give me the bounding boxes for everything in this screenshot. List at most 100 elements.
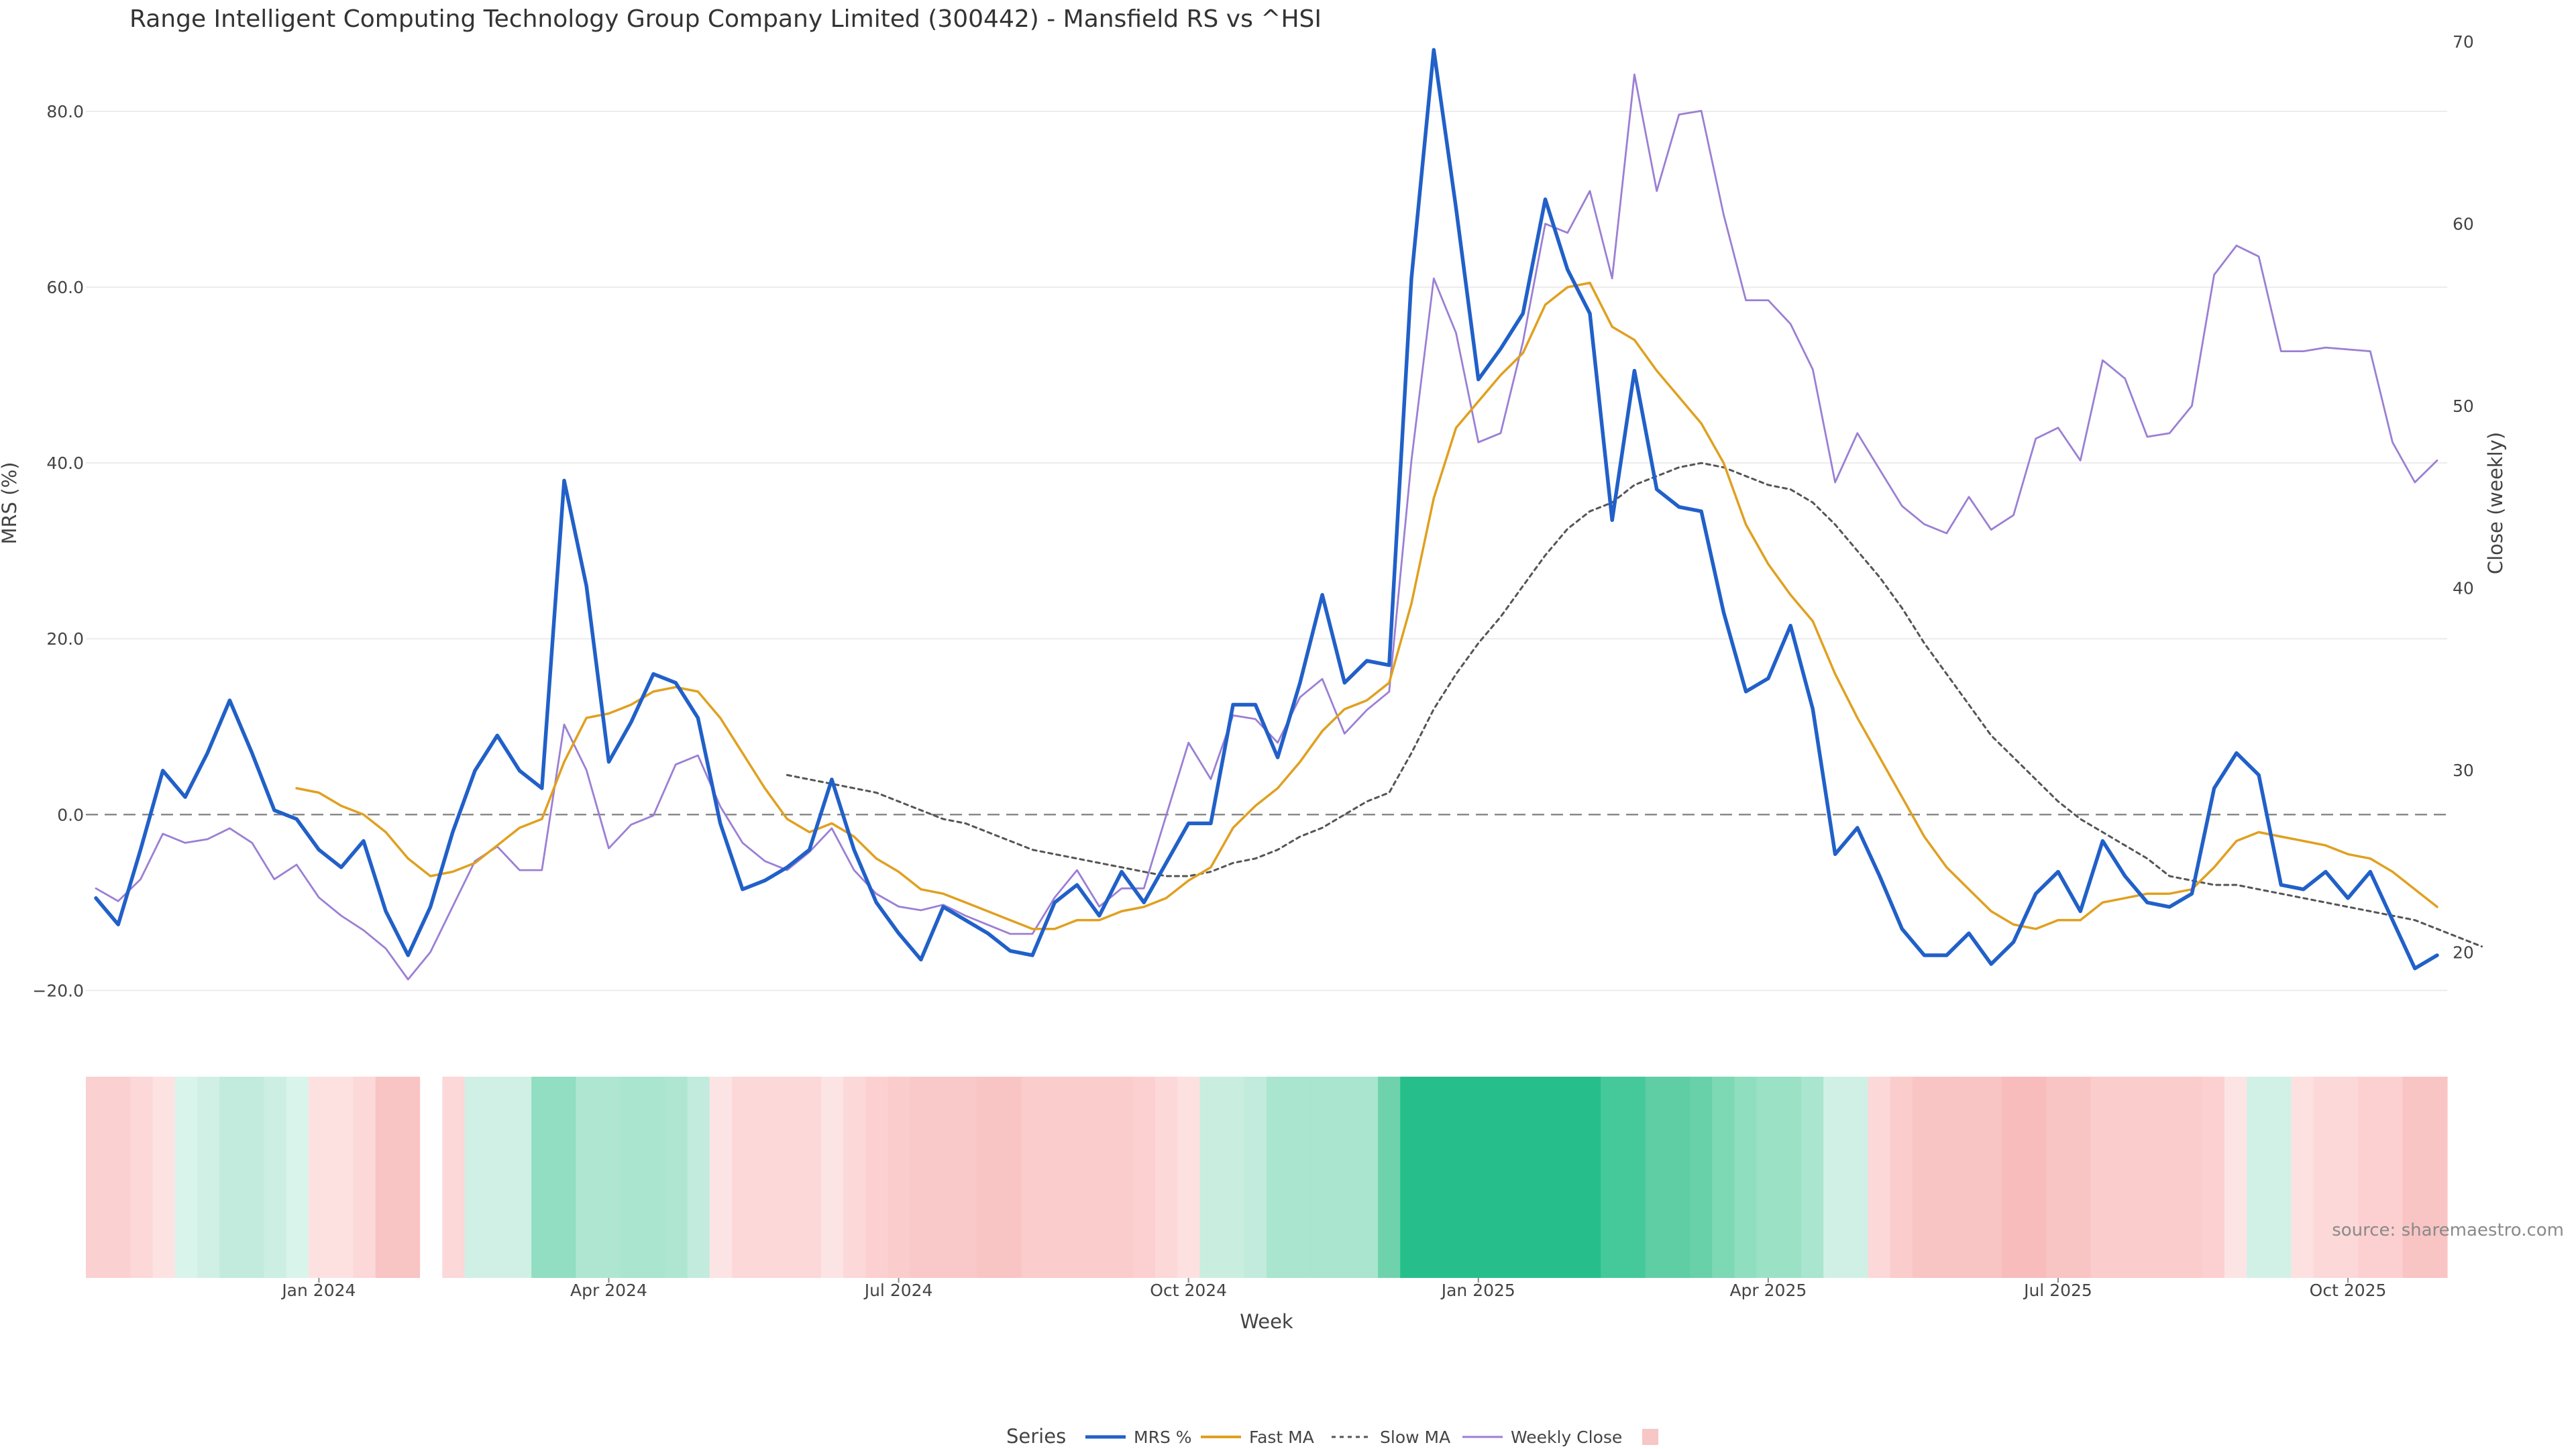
- heatmap-cell: [1601, 1077, 1623, 1278]
- heatmap-cell: [1311, 1077, 1334, 1278]
- legend-label: Fast MA: [1249, 1428, 1314, 1447]
- heatmap-cell: [776, 1077, 800, 1278]
- heatmap-cell: [2157, 1077, 2181, 1278]
- heatmap-cell: [553, 1077, 577, 1278]
- heatmap-cell: [2402, 1077, 2426, 1278]
- heatmap-cell: [1199, 1077, 1223, 1278]
- heatmap-cell: [2001, 1077, 2025, 1278]
- heatmap-cell: [1177, 1077, 1200, 1278]
- heatmap-cell: [2380, 1077, 2404, 1278]
- heatmap-cell: [2269, 1077, 2292, 1278]
- heatmap-cell: [152, 1077, 176, 1278]
- series-line-slow-ma: [786, 462, 2483, 948]
- heatmap-cell: [1578, 1077, 1601, 1278]
- heatmap-cell: [219, 1077, 243, 1278]
- heatmap-cell: [1556, 1077, 1579, 1278]
- heatmap-cell: [2068, 1077, 2092, 1278]
- heatmap-cell: [108, 1077, 131, 1278]
- y2-tick-label: 50: [2453, 396, 2474, 416]
- heatmap-cell: [1222, 1077, 1245, 1278]
- heatmap-cell: [264, 1077, 287, 1278]
- relative-strength-heatmap: [86, 1077, 2448, 1278]
- heatmap-cell: [643, 1077, 665, 1278]
- y2-axis-ticks: 70 60 50 40 30 20: [2453, 32, 2474, 962]
- legend-title: Series: [1006, 1425, 1066, 1448]
- heatmap-cell: [1756, 1077, 1780, 1278]
- heatmap-cell: [2202, 1077, 2225, 1278]
- heatmap-cell: [598, 1077, 621, 1278]
- y2-tick-label: 70: [2453, 32, 2474, 52]
- source-note: source: sharemaestro.com: [2332, 1220, 2564, 1240]
- x-axis-title: Week: [1240, 1310, 1293, 1333]
- heatmap-cell: [1511, 1077, 1535, 1278]
- y2-tick-label: 40: [2453, 578, 2474, 598]
- x-tick-label: Jan 2025: [1440, 1281, 1515, 1300]
- heatmap-cell: [375, 1077, 398, 1278]
- heatmap-cell: [1066, 1077, 1089, 1278]
- y2-axis-title: Close (weekly): [2484, 432, 2507, 574]
- x-tick-label: Jul 2024: [863, 1281, 933, 1300]
- heatmap-cell: [1355, 1077, 1379, 1278]
- heatmap-cell: [1734, 1077, 1758, 1278]
- heatmap-cell: [1088, 1077, 1112, 1278]
- heatmap-cell: [1778, 1077, 1802, 1278]
- heatmap-cell: [1400, 1077, 1424, 1278]
- x-tick-label: Jul 2025: [2023, 1281, 2092, 1300]
- heatmap-cell: [2247, 1077, 2269, 1278]
- x-axis-ticks: Jan 2024 Apr 2024 Jul 2024 Oct 2024 Jan 2025…: [280, 1278, 2386, 1300]
- heatmap-cell: [1489, 1077, 1512, 1278]
- heatmap-cell: [865, 1077, 889, 1278]
- heatmap-cell: [130, 1077, 154, 1278]
- y-axis-ticks: 80.0 60.0 40.0 20.0 0.0 −20.0: [32, 102, 84, 1000]
- heatmap-cell: [2291, 1077, 2314, 1278]
- heatmap-cell: [665, 1077, 688, 1278]
- heatmap-cell: [932, 1077, 955, 1278]
- heatmap-cell: [1132, 1077, 1156, 1278]
- heatmap-cell: [977, 1077, 1000, 1278]
- heatmap-cell: [1333, 1077, 1356, 1278]
- y-tick-label: 40.0: [46, 453, 84, 473]
- heatmap-cell: [1890, 1077, 1913, 1278]
- heatmap-cell: [2112, 1077, 2136, 1278]
- y-tick-label: 60.0: [46, 278, 84, 297]
- heatmap-cell: [241, 1077, 265, 1278]
- chart-title: Range Intelligent Computing Technology G…: [129, 5, 1322, 33]
- x-tick-label: Jan 2024: [280, 1281, 356, 1300]
- heatmap-cell: [508, 1077, 532, 1278]
- heatmap-cell: [1845, 1077, 1869, 1278]
- heatmap-cell: [1378, 1077, 1401, 1278]
- heatmap-cell: [442, 1077, 466, 1278]
- heatmap-cell: [1823, 1077, 1846, 1278]
- heatmap-cell: [1534, 1077, 1557, 1278]
- heatmap-cell: [531, 1077, 554, 1278]
- series-line-fast-ma: [295, 281, 2438, 930]
- y2-tick-label: 60: [2453, 215, 2474, 234]
- series-layer: [94, 48, 2483, 981]
- heatmap-cell: [620, 1077, 643, 1278]
- heatmap-cell: [1913, 1077, 1935, 1278]
- heatmap-cell: [1645, 1077, 1668, 1278]
- heatmap-cell: [1244, 1077, 1267, 1278]
- y-tick-label: 80.0: [46, 102, 84, 121]
- legend: Series MRS % Fast MA Slow MA Weekly Close: [1006, 1425, 1658, 1448]
- heatmap-cell: [888, 1077, 911, 1278]
- heatmap-cell: [486, 1077, 510, 1278]
- heatmap-cell: [1110, 1077, 1134, 1278]
- y2-tick-label: 30: [2453, 761, 2474, 780]
- heatmap-cell: [2046, 1077, 2070, 1278]
- legend-swatch-heatmap: [1642, 1429, 1658, 1445]
- heatmap-cell: [2224, 1077, 2247, 1278]
- heatmap-cell: [309, 1077, 331, 1278]
- heatmap-cell: [331, 1077, 354, 1278]
- heatmap-cell: [2090, 1077, 2114, 1278]
- heatmap-cell: [2180, 1077, 2203, 1278]
- heatmap-cell: [1267, 1077, 1289, 1278]
- heatmap-cell: [1957, 1077, 1980, 1278]
- heatmap-cell: [955, 1077, 977, 1278]
- legend-label: MRS %: [1134, 1428, 1192, 1447]
- heatmap-cell: [1801, 1077, 1824, 1278]
- x-tick-label: Apr 2025: [1729, 1281, 1807, 1300]
- legend-label: Weekly Close: [1511, 1428, 1622, 1447]
- legend-label: Slow MA: [1380, 1428, 1450, 1447]
- heatmap-cell: [2135, 1077, 2158, 1278]
